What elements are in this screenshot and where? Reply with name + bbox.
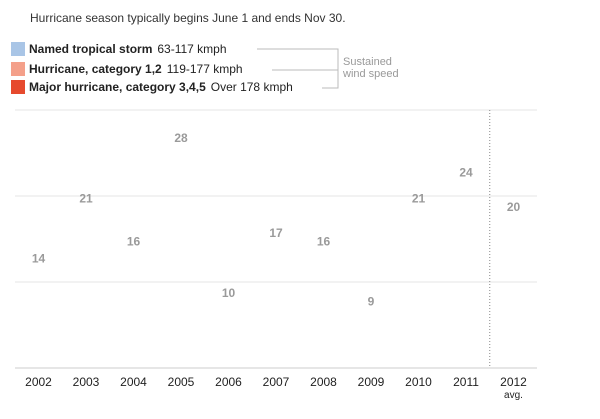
- value-label: 24: [459, 166, 473, 180]
- x-axis: 2002 2003 2004 2005 2006 2007 2008 2009 2010 2011…: [25, 375, 527, 401]
- x-tick-label: 2005: [168, 375, 195, 389]
- value-label: 9: [368, 295, 375, 309]
- legend-range: Over 178 kmph: [210, 80, 293, 94]
- value-label: 21: [79, 191, 93, 205]
- x-tick-label: 2009: [358, 375, 385, 389]
- value-label: 10: [222, 286, 236, 300]
- value-label: 20: [507, 200, 521, 214]
- x-tick-label: 2008: [310, 375, 337, 389]
- legend-name: Hurricane, category 1,2: [29, 62, 162, 76]
- value-label: 16: [127, 234, 141, 248]
- value-label: 28: [174, 131, 188, 145]
- legend-range: 63-117 kmph: [157, 42, 227, 56]
- legend-item-hurricane-cat12: Hurricane, category 1,2 119-177 kmph: [11, 61, 243, 77]
- x-tick-label: 2003: [73, 375, 100, 389]
- wind-speed-note: Sustained wind speed: [343, 56, 399, 80]
- legend-swatch: [11, 80, 25, 94]
- legend-name: Major hurricane, category 3,4,5: [29, 80, 206, 94]
- x-tick-label: 2007: [263, 375, 290, 389]
- value-labels: 14 21 16 28 10 17 16 9 21 24 20: [32, 131, 521, 308]
- intro-text: Hurricane season typically begins June 1…: [30, 11, 346, 25]
- wind-note-line: Sustained: [343, 56, 392, 68]
- legend-swatch: [11, 42, 25, 56]
- legend-item-tropical-storm: Named tropical storm 63-117 kmph: [11, 41, 227, 57]
- value-label: 21: [412, 191, 426, 205]
- legend-name: Named tropical storm: [29, 42, 153, 56]
- gridlines: [15, 109, 537, 369]
- x-tick-label: 2002: [25, 375, 52, 389]
- x-tick-sublabel: avg.: [504, 390, 523, 401]
- x-tick-label: 2011: [453, 375, 479, 389]
- x-tick-label: 2010: [405, 375, 432, 389]
- x-tick-label: 2006: [215, 375, 242, 389]
- wind-note-line: wind speed: [343, 68, 399, 80]
- x-tick-label: 2012: [500, 375, 527, 389]
- legend-swatch: [11, 62, 25, 76]
- legend-bracket: [257, 48, 339, 89]
- value-label: 17: [269, 226, 283, 240]
- legend-item-major-hurricane: Major hurricane, category 3,4,5 Over 178…: [11, 79, 293, 95]
- value-label: 16: [317, 234, 331, 248]
- x-tick-label: 2004: [120, 375, 147, 389]
- value-label: 14: [32, 252, 46, 266]
- legend-range: 119-177 kmph: [166, 62, 243, 76]
